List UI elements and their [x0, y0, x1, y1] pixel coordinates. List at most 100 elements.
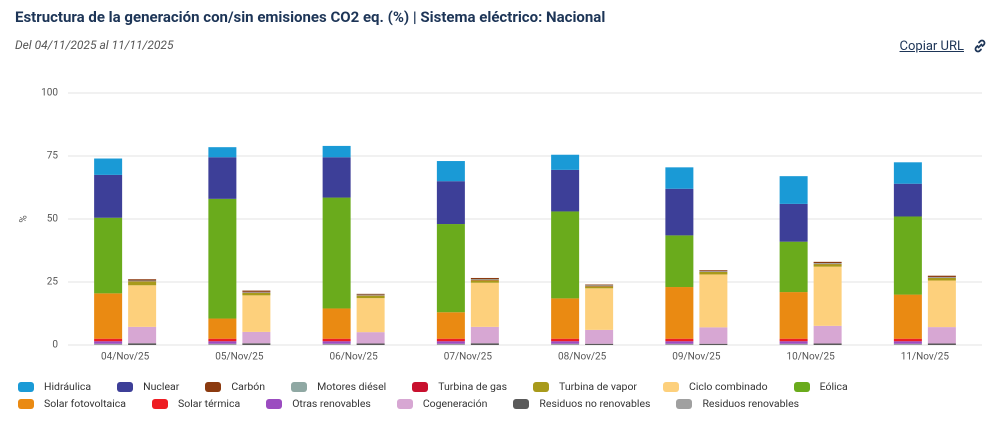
- bar-segment: [779, 341, 808, 344]
- legend: Hidráulica Nuclear Carbón Motores diésel Tur…: [18, 380, 978, 410]
- bar-segment: [436, 338, 465, 342]
- bar-segment: [813, 263, 842, 264]
- legend-label[interactable]: Nuclear: [143, 380, 180, 393]
- legend-label[interactable]: Cogeneración: [422, 397, 488, 410]
- legend-item[interactable]: Ciclo combinado: [663, 380, 768, 393]
- bar-segment: [356, 294, 385, 296]
- bar-segment: [893, 294, 922, 339]
- legend-item[interactable]: Otras renovables: [266, 397, 371, 410]
- legend-label[interactable]: Otras renovables: [292, 397, 371, 410]
- bar-segment: [322, 338, 351, 342]
- legend-item[interactable]: Nuclear: [117, 380, 179, 393]
- copy-link-text[interactable]: Copiar URL: [899, 38, 964, 54]
- legend-swatch[interactable]: [18, 381, 34, 392]
- bar-segment: [779, 241, 808, 293]
- y-tick-label: 25: [47, 277, 59, 288]
- legend-item[interactable]: Residuos renovables: [676, 397, 799, 410]
- bar-segment: [927, 327, 956, 344]
- bar-segment: [585, 343, 614, 345]
- legend-swatch[interactable]: [793, 381, 810, 392]
- legend-swatch[interactable]: [513, 398, 530, 409]
- bar-segment: [322, 145, 351, 158]
- bar-segment: [779, 203, 808, 242]
- bar-segment: [470, 279, 499, 280]
- bar-segment: [779, 292, 808, 339]
- bar-segment: [813, 264, 842, 267]
- bar-segment: [893, 162, 922, 184]
- bar-segment: [893, 183, 922, 217]
- legend-label[interactable]: Residuos renovables: [702, 397, 800, 410]
- bar-segment: [927, 276, 956, 278]
- bar-segment: [893, 338, 922, 342]
- legend-swatch[interactable]: [205, 381, 222, 392]
- bar-segment: [128, 285, 157, 327]
- bar-segment: [208, 157, 237, 199]
- legend-swatch[interactable]: [663, 381, 679, 392]
- bar-segment: [470, 282, 499, 327]
- legend-item[interactable]: Turbina de gas: [412, 380, 507, 393]
- bar-segment: [551, 154, 580, 170]
- link-icon[interactable]: [972, 38, 988, 54]
- bar-segment: [356, 295, 385, 299]
- bar-segment: [470, 343, 499, 345]
- legend-item[interactable]: Cogeneración: [396, 397, 488, 410]
- legend-swatch[interactable]: [18, 398, 34, 409]
- legend-label[interactable]: Turbina de vapor: [559, 380, 637, 393]
- legend-label[interactable]: Residuos no renovables: [539, 397, 651, 410]
- bar-segment: [665, 338, 694, 342]
- legend-item[interactable]: Solar térmica: [152, 397, 240, 410]
- legend-label[interactable]: Eólica: [819, 380, 848, 393]
- legend-swatch[interactable]: [396, 398, 413, 409]
- bar-segment: [94, 174, 123, 218]
- legend-label[interactable]: Solar fotovoltaica: [44, 397, 126, 410]
- bar-segment: [779, 338, 808, 342]
- legend-swatch[interactable]: [152, 398, 168, 409]
- bar-segment: [94, 341, 123, 344]
- x-tick-label: 06/Nov/25: [329, 352, 378, 363]
- legend-label[interactable]: Ciclo combinado: [689, 380, 768, 393]
- bar-segment: [208, 341, 237, 344]
- bar-segment: [551, 341, 580, 344]
- legend-label[interactable]: Carbón: [231, 380, 266, 393]
- legend-swatch[interactable]: [117, 381, 134, 392]
- legend-label[interactable]: Hidráulica: [44, 380, 92, 393]
- legend-item[interactable]: Hidráulica: [18, 380, 91, 393]
- legend-swatch[interactable]: [266, 398, 283, 409]
- legend-item[interactable]: Residuos no renovables: [513, 397, 650, 410]
- bar-segment: [208, 198, 237, 319]
- bar-segment: [128, 326, 157, 344]
- bar-segment: [699, 270, 728, 272]
- bar-segment: [779, 343, 808, 345]
- bar-segment: [585, 285, 614, 287]
- bar-segment: [94, 158, 123, 175]
- bar-segment: [242, 290, 271, 292]
- bar-segment: [356, 293, 385, 295]
- y-tick-label: 50: [47, 214, 59, 225]
- legend-label[interactable]: Turbina de gas: [438, 380, 508, 393]
- legend-swatch[interactable]: [291, 381, 308, 392]
- y-tick-label: 100: [41, 88, 58, 99]
- legend-item[interactable]: Solar fotovoltaica: [18, 397, 126, 410]
- bar-segment: [94, 293, 123, 339]
- bar-segment: [551, 343, 580, 345]
- bar-segment: [699, 271, 728, 275]
- legend-swatch[interactable]: [676, 398, 693, 409]
- legend-swatch[interactable]: [533, 381, 550, 392]
- bar-segment: [813, 343, 842, 345]
- legend-item[interactable]: Turbina de vapor: [533, 380, 637, 393]
- bar-segment: [208, 318, 237, 339]
- legend-swatch[interactable]: [412, 381, 429, 392]
- x-tick-label: 07/Nov/25: [444, 352, 493, 363]
- legend-item[interactable]: Carbón: [205, 380, 265, 393]
- legend-label[interactable]: Motores diésel: [317, 380, 387, 393]
- copy-link[interactable]: Copiar URL: [900, 38, 988, 54]
- legend-item[interactable]: Eólica: [793, 380, 848, 393]
- bar-segment: [356, 298, 385, 333]
- x-tick-label: 09/Nov/25: [672, 352, 721, 363]
- bar-segment: [242, 343, 271, 345]
- legend-item[interactable]: Motores diésel: [291, 380, 386, 393]
- bar-segment: [208, 147, 237, 158]
- bar-segment: [665, 343, 694, 345]
- legend-label[interactable]: Solar térmica: [178, 397, 241, 410]
